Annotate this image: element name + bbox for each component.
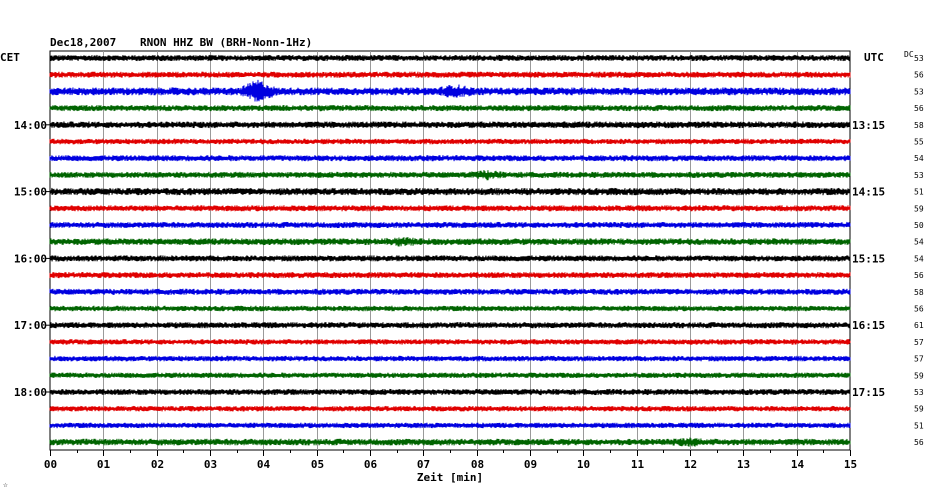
trace-19: [49, 355, 851, 362]
trace-18: [49, 339, 851, 345]
x-tick-label: 12: [684, 458, 697, 471]
dc-value: 53: [914, 388, 924, 397]
right-time-label: 14:15: [852, 186, 885, 199]
dc-value: 57: [914, 355, 924, 364]
left-time-label: 14:00: [14, 119, 47, 132]
x-tick-label: 03: [204, 458, 217, 471]
trace-3: [49, 79, 851, 102]
right-time-label: 13:15: [852, 119, 885, 132]
dc-value: 58: [914, 121, 924, 130]
header-station: RNON HHZ BW (BRH-Nonn-1Hz): [140, 36, 312, 49]
trace-9: [49, 187, 851, 196]
left-time-labels: 14:00 15:00 16:00 17:00 18:00: [14, 119, 50, 399]
x-tick-label: 06: [364, 458, 378, 471]
dc-value: 51: [914, 421, 924, 430]
header-date: Dec18,2007: [50, 36, 116, 49]
trace-11: [49, 221, 851, 229]
traces: [49, 54, 851, 447]
trace-1: [49, 54, 851, 62]
dc-value: 54: [914, 238, 924, 247]
dc-value: 57: [914, 338, 924, 347]
dc-label: DC: [904, 50, 914, 59]
trace-16: [49, 305, 851, 312]
x-tick-label: 01: [97, 458, 111, 471]
corner-mark: ☆: [3, 480, 8, 489]
trace-22: [49, 405, 851, 412]
x-tick-label: 08: [471, 458, 484, 471]
trace-12: [49, 237, 851, 247]
dc-value: 59: [914, 204, 924, 213]
trace-21: [49, 388, 851, 396]
right-time-labels: 13:15 14:15 15:15 16:15 17:15: [852, 119, 885, 399]
trace-17: [49, 322, 851, 329]
x-tick-label: 10: [577, 458, 590, 471]
dc-value: 59: [914, 371, 924, 380]
dc-value: 56: [914, 305, 924, 314]
dc-value: 51: [914, 188, 924, 197]
trace-7: [49, 155, 851, 162]
trace-23: [49, 422, 851, 429]
dc-value: 53: [914, 54, 924, 63]
x-tick-label: 13: [737, 458, 750, 471]
x-tick-label: 04: [257, 458, 271, 471]
right-time-label: 15:15: [852, 252, 885, 265]
dc-value: 55: [914, 138, 924, 147]
trace-20: [49, 372, 851, 379]
trace-2: [49, 71, 851, 78]
x-tick-label: 00: [44, 458, 57, 471]
trace-24: [49, 437, 851, 447]
left-time-label: 17:00: [14, 319, 47, 332]
x-tick-label: 14: [791, 458, 805, 471]
left-time-label: 18:00: [14, 386, 47, 399]
dc-value: 56: [914, 271, 924, 280]
trace-4: [49, 104, 851, 112]
right-time-label: 16:15: [852, 319, 885, 332]
trace-8: [49, 170, 851, 181]
trace-15: [49, 288, 851, 295]
trace-6: [49, 138, 851, 145]
utc-label: UTC: [864, 51, 884, 64]
right-time-label: 17:15: [852, 386, 885, 399]
dc-value: 54: [914, 154, 924, 163]
x-tick-label: 05: [311, 458, 324, 471]
x-tick-label: 11: [631, 458, 645, 471]
trace-10: [49, 205, 851, 212]
dc-value: 53: [914, 171, 924, 180]
dc-value: 50: [914, 221, 924, 230]
dc-value: 54: [914, 254, 924, 263]
dc-values: 53 56 53 56 58 55 54 53 51 59 50 54 54 56 58 56 61 57 57 59…: [914, 54, 924, 447]
dc-value: 61: [914, 321, 924, 330]
dc-value: 59: [914, 405, 924, 414]
left-time-label: 16:00: [14, 252, 47, 265]
dc-value: 56: [914, 71, 924, 80]
cet-label: CET: [0, 51, 20, 64]
dc-value: 58: [914, 288, 924, 297]
x-axis-label: Zeit [min]: [417, 471, 483, 484]
left-time-label: 15:00: [14, 186, 47, 199]
dc-value: 56: [914, 104, 924, 113]
grid: [103, 51, 798, 450]
trace-14: [49, 271, 851, 279]
dc-value: 53: [914, 87, 924, 96]
x-tick-label: 15: [844, 458, 857, 471]
trace-5: [49, 121, 851, 129]
trace-13: [49, 255, 851, 262]
x-tick-label: 07: [417, 458, 430, 471]
x-axis: 00 01 02 03 04 05 06 07 08 09 10 11 12 13 14 15: [44, 450, 857, 471]
x-tick-label: 09: [524, 458, 537, 471]
dc-value: 56: [914, 438, 924, 447]
x-tick-label: 02: [151, 458, 164, 471]
